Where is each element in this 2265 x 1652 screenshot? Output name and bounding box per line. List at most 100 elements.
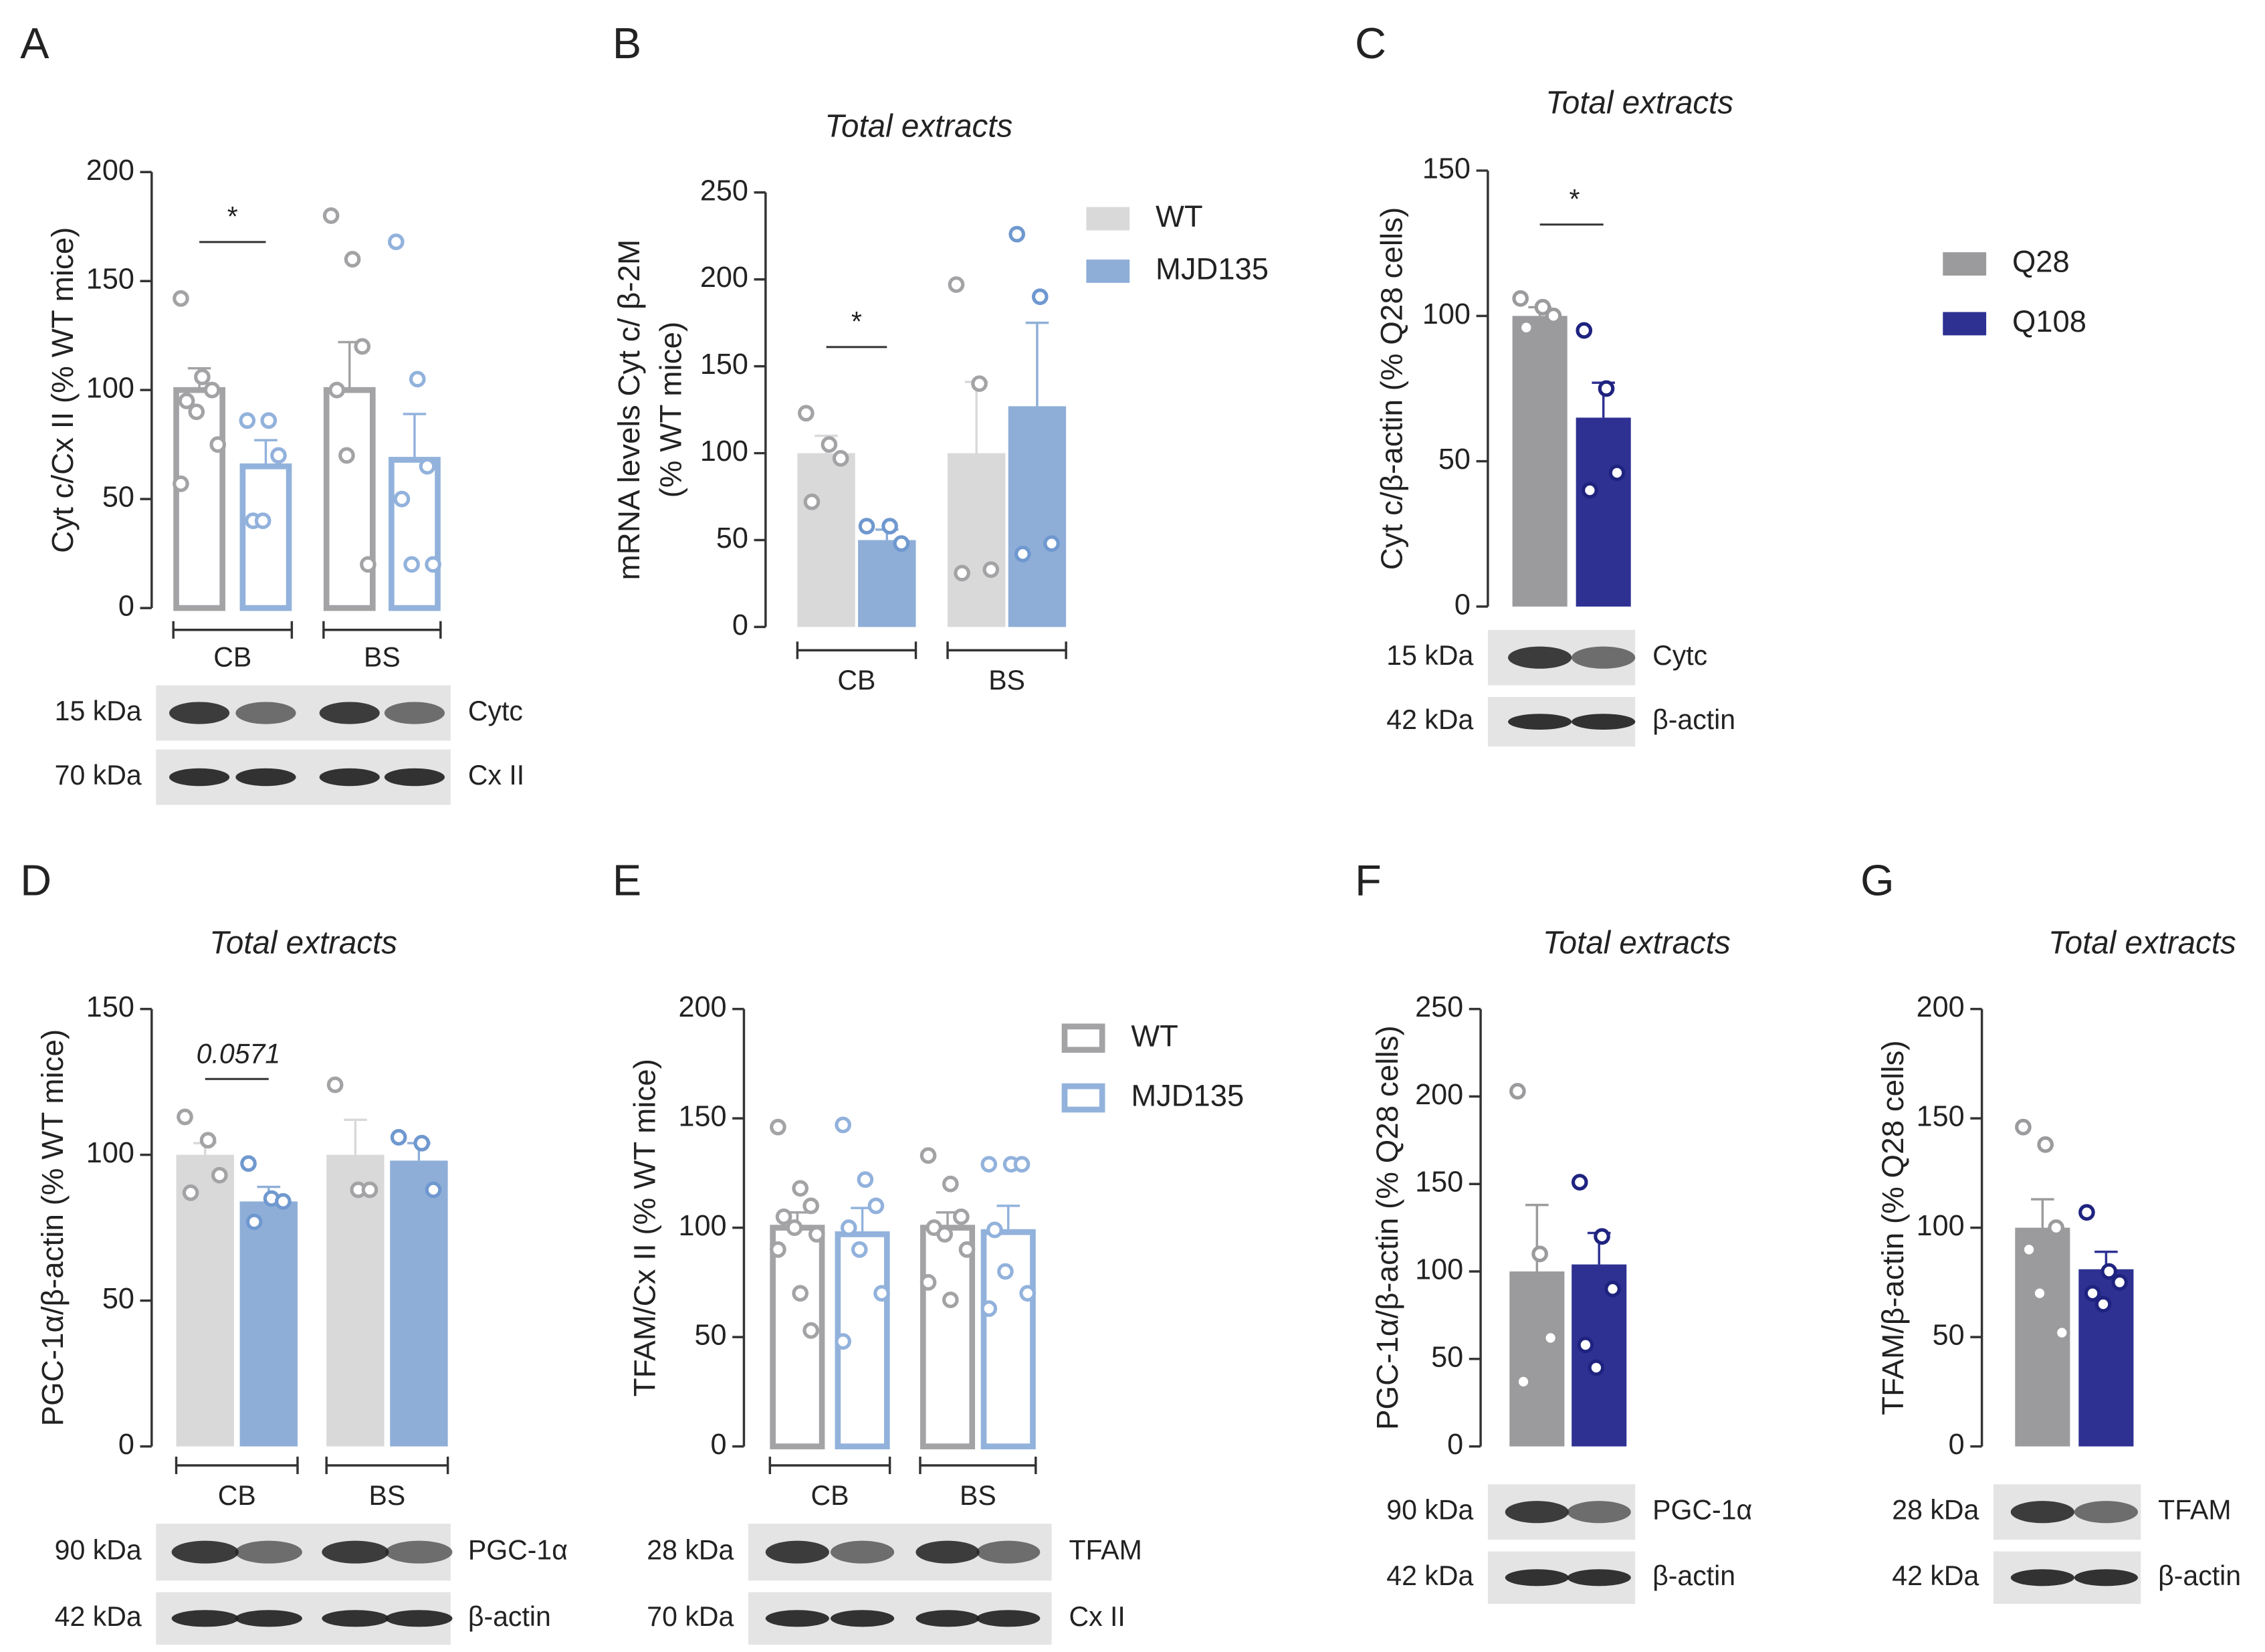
data-point [1604,1280,1621,1298]
y-tick-label: 50 [102,481,134,513]
data-point [1531,1245,1548,1263]
y-tick-label: 250 [700,175,748,207]
data-point [425,1181,442,1199]
data-point [1518,319,1535,336]
data-point [326,1076,344,1094]
bar [1008,406,1067,627]
data-point [328,381,346,399]
data-point [240,1155,257,1172]
data-point [792,1180,808,1197]
category-label: BS [364,641,401,672]
y-tick-label: 100 [1917,1210,1965,1242]
panel-letter: G [1860,855,1894,904]
data-point [1588,1359,1605,1376]
data-point [982,561,1000,579]
significance-label: * [227,201,238,232]
blot-band [235,1540,302,1564]
data-point [1512,290,1529,307]
data-point [419,457,436,475]
y-tick-label: 200 [86,154,134,187]
data-point [821,436,838,453]
legend-label: WT [1156,199,1203,233]
blot-band [385,1610,453,1627]
data-point [239,412,256,429]
y-tick-label: 50 [102,1283,134,1315]
data-point [802,1322,819,1339]
y-tick-label: 100 [86,373,134,405]
data-point [203,381,221,399]
blot-band [385,1540,453,1564]
data-point [1542,1329,1559,1346]
bar [858,540,916,627]
data-point [2031,1285,2048,1302]
data-point [770,1118,786,1136]
category-label: CB [213,641,251,672]
y-axis-label: PGC-1α/β-actin (% Q28 cells) [1370,1025,1404,1430]
data-point [858,518,875,535]
data-point [1008,225,1026,243]
legend-label: MJD135 [1131,1078,1244,1112]
data-point [2053,1324,2070,1341]
bar [389,457,441,611]
data-point [2111,1273,2129,1291]
bar [1512,316,1568,607]
blot-protein: β-actin [2158,1560,2241,1591]
blot-kda: 90 kDa [55,1534,142,1565]
blot-band [1508,714,1572,730]
y-tick-label: 0 [1454,589,1471,621]
data-point [409,371,426,388]
data-point [393,490,411,508]
y-tick-label: 200 [1917,991,1965,1023]
data-point [173,290,189,307]
data-point [980,1156,998,1173]
blot-band [830,1610,895,1627]
data-point [857,1171,874,1189]
blot-kda: 42 kDa [1892,1560,1979,1591]
bar [1576,417,1631,607]
data-point [2084,1285,2101,1302]
bar [920,1225,976,1449]
panel-letter: E [613,855,641,904]
significance-label: * [1569,184,1580,215]
data-point [390,1129,407,1146]
data-point [211,1166,228,1184]
data-point [775,1208,792,1225]
data-point [1582,482,1598,499]
data-point [177,1108,193,1126]
legend-swatch [1061,1023,1105,1053]
data-point [2048,1219,2064,1237]
y-tick-label: 200 [700,262,748,294]
data-point [344,251,361,268]
blot-band [235,768,296,787]
y-tick-label: 200 [1415,1079,1463,1111]
blot-kda: 28 kDa [647,1534,734,1565]
legend-label: WT [1131,1019,1178,1053]
data-point [1571,1174,1588,1191]
bar [326,1154,385,1447]
data-point [178,393,195,409]
data-point [338,447,355,464]
blot-band [915,1540,980,1564]
data-point [832,449,849,467]
legend-swatch [1943,252,1987,276]
blot-protein: TFAM [2158,1494,2231,1525]
blot-band [1508,646,1572,669]
data-point [840,1219,857,1237]
data-point [387,233,405,250]
y-tick-label: 150 [86,991,134,1023]
blot-protein: Cx II [1069,1601,1125,1632]
blot-band [319,702,380,724]
data-point [2037,1136,2054,1153]
blot-band [171,1610,239,1627]
blot-band [1572,646,1636,669]
data-point [958,1241,976,1258]
panel-letter: A [20,19,49,68]
data-point [1014,545,1031,562]
y-tick-label: 150 [678,1100,726,1132]
data-point [322,207,340,224]
data-point [1545,307,1562,324]
blot-band [169,768,230,787]
blot-band [1505,1569,1569,1586]
data-point [2078,1204,2095,1221]
